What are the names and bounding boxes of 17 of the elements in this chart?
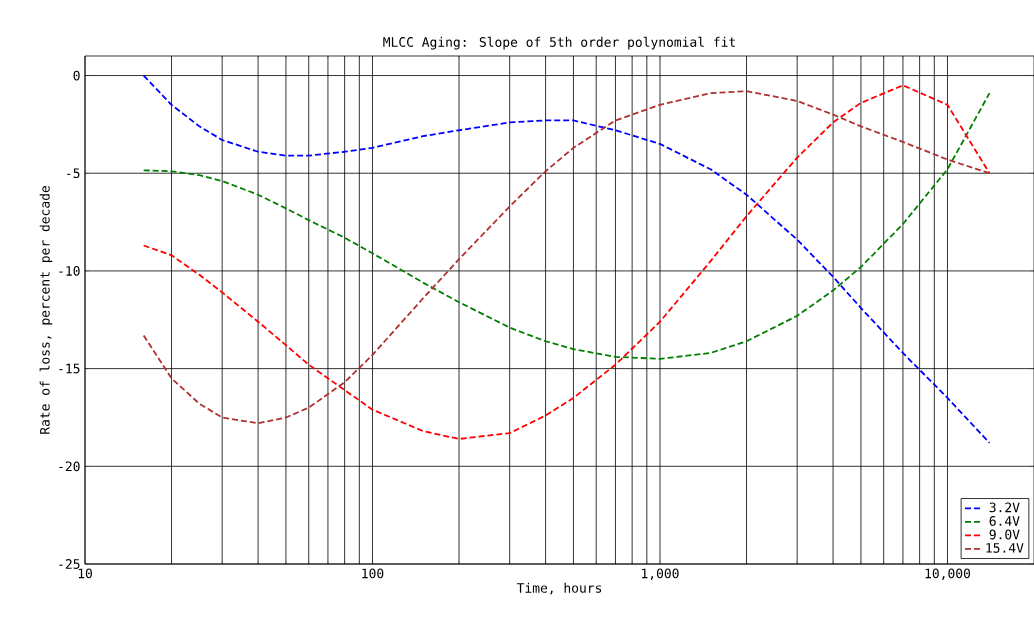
y-tick-label: 0 [73,70,80,81]
legend-label: 3.2V [989,502,1020,513]
legend-label: 15.4V [986,543,1024,553]
y-tick-label: -25 [59,559,80,569]
x-axis-title: Time, hours [516,582,602,595]
legend-label: 6.4V [989,516,1020,526]
chart-title: MLCC Aging: Slope of 5th order polynomial fit [383,36,735,50]
x-tick-label: 100 [362,568,384,579]
y-tick-label: -10 [59,266,80,276]
x-tick-label: 1,000 [642,568,679,580]
x-tick-label: 10,000 [925,568,971,580]
y-axis-title: Rate of loss, percent per decade [39,186,53,434]
y-tick-label: -15 [59,363,80,374]
y-tick-label: -5 [67,168,80,179]
legend-label: 9.0V [989,529,1020,540]
x-tick-label: 10 [78,568,92,579]
y-tick-label: -20 [59,461,80,472]
